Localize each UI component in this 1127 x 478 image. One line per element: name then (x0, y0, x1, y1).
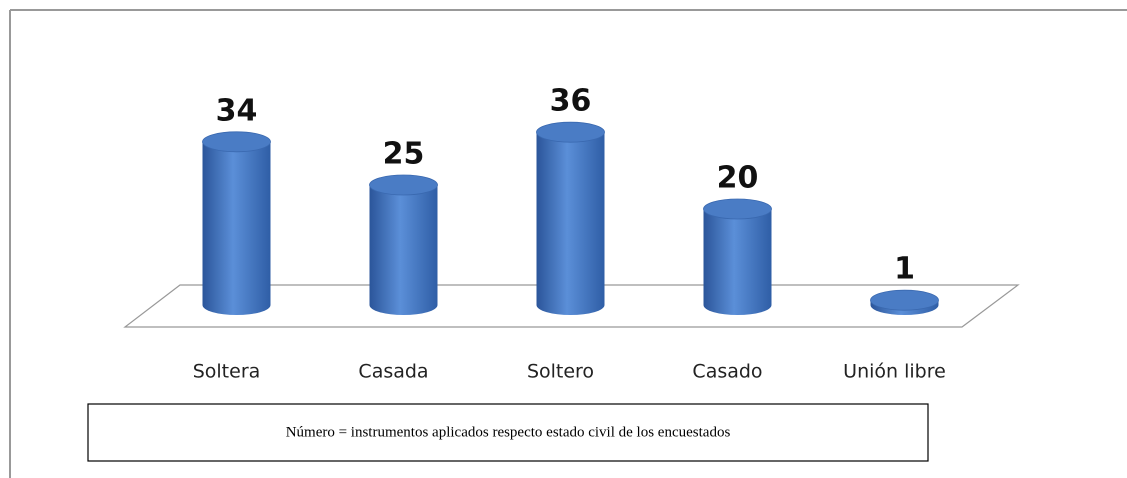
bar-body (703, 209, 772, 315)
value-label: 34 (216, 93, 258, 128)
x-tick-label: Soltera (193, 361, 261, 383)
bar-top (536, 121, 605, 143)
bar (369, 174, 438, 315)
value-label: 25 (383, 137, 425, 172)
bar-body (202, 141, 271, 315)
bar-top (870, 289, 939, 311)
value-label: 20 (717, 161, 759, 196)
x-tick-label: Soltero (527, 361, 594, 383)
x-tick-label: Casado (692, 361, 762, 383)
x-tick-label: Casada (358, 361, 428, 383)
bar-body (369, 185, 438, 315)
bar (870, 289, 939, 315)
note-box (87, 403, 929, 462)
bar-top (703, 198, 772, 220)
value-label: 1 (894, 252, 915, 287)
bar-body (536, 132, 605, 315)
value-label: 36 (550, 84, 592, 119)
bar-top (202, 131, 271, 153)
x-tick-label: Unión libre (843, 361, 946, 383)
bar (202, 131, 271, 315)
bar-top (369, 174, 438, 196)
note: Número = instrumentos aplicados respecto… (286, 424, 731, 440)
bar (703, 198, 772, 315)
bar (536, 121, 605, 315)
